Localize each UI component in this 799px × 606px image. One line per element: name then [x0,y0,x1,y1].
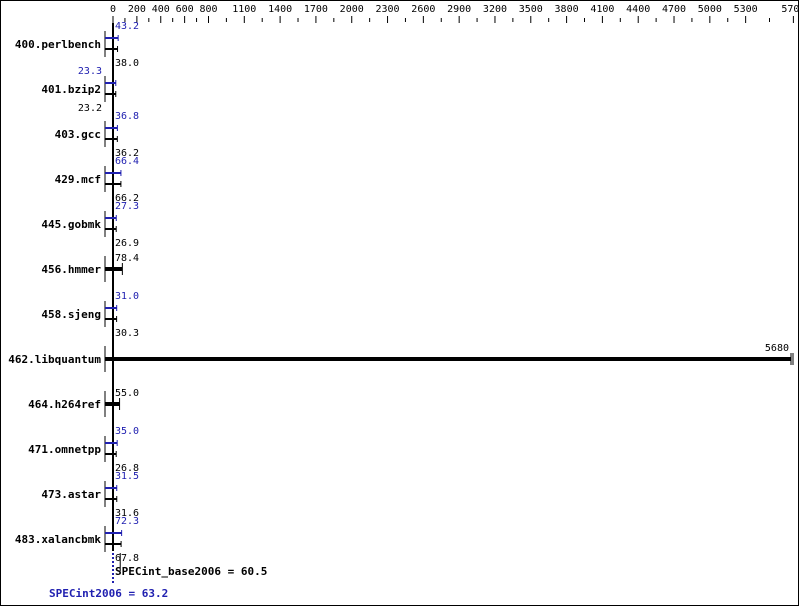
base-value-label: 26.9 [115,238,139,249]
tick-label: 2600 [411,4,435,15]
category-label: 401.bzip2 [41,83,101,96]
peak-bar [105,37,119,39]
peak-value-label: 35.0 [115,426,139,437]
peak-summary-label: SPECint2006 = 63.2 [49,587,168,600]
base-value-label: 55.0 [115,388,139,399]
peak-value-label: 36.8 [115,111,139,122]
peak-bar [105,217,117,219]
peak-bar [105,172,121,174]
peak-value-label: 23.3 [78,66,102,77]
tick-label: 0 [110,4,116,15]
base-bar [105,93,116,95]
tick-label: 600 [176,4,194,15]
category-label: 483.xalancbmk [15,533,101,546]
category-label: 400.perlbench [15,38,101,51]
base-bar [105,228,117,230]
category-label: 464.h264ref [28,398,101,411]
peak-value-label: 31.5 [115,471,139,482]
peak-value-label: 31.0 [115,291,139,302]
base-value-label: 67.8 [115,553,139,564]
category-label: 445.gobmk [41,218,101,231]
base-value-label: 78.4 [115,253,139,264]
peak-value-label: 43.2 [115,21,139,32]
tick-label: 3200 [483,4,507,15]
category-label: 462.libquantum [8,353,101,366]
base-value-label: 31.6 [115,508,139,519]
base-bar [105,543,122,545]
tick-label: 4100 [590,4,614,15]
tick-label: 1400 [268,4,292,15]
base-summary-label: SPECint_base2006 = 60.5 [115,565,267,578]
base-value-label: 30.3 [115,328,139,339]
tick-label: 200 [128,4,146,15]
peak-bar [105,307,117,309]
tick-label: 1700 [304,4,328,15]
tick-label: 2000 [340,4,364,15]
base-bar [105,48,118,50]
peak-bar [105,127,118,129]
category-label: 458.sjeng [41,308,101,321]
peak-bar [105,487,117,489]
base-bar [105,402,120,406]
category-label: 456.hmmer [41,263,101,276]
peak-value-label: 72.3 [115,516,139,527]
base-value-label: 26.8 [115,463,139,474]
base-bar [105,498,117,500]
base-bar [105,267,123,271]
category-label: 471.omnetpp [28,443,101,456]
tick-label: 400 [152,4,170,15]
tick-label: 1100 [232,4,256,15]
tick-label: 5300 [734,4,758,15]
tick-label: 3800 [555,4,579,15]
category-label: 473.astar [41,488,101,501]
base-value-label: 23.2 [78,103,102,114]
tick-label: 2900 [447,4,471,15]
base-bar [105,183,121,185]
category-label: 403.gcc [55,128,101,141]
peak-bar [105,532,122,534]
category-label: 429.mcf [55,173,101,186]
base-value-label: 5680 [765,343,789,354]
tick-label: 3500 [519,4,543,15]
peak-value-label: 66.4 [115,156,139,167]
base-bar [105,357,791,361]
tick-label: 800 [199,4,217,15]
peak-bar [105,442,118,444]
base-value-label: 66.2 [115,193,139,204]
tick-label: 5700 [781,4,798,15]
tick-label: 5000 [698,4,722,15]
base-bar [105,318,117,320]
tick-label: 4700 [662,4,686,15]
base-value-label: 38.0 [115,58,139,69]
peak-bar [105,82,116,84]
base-bar [105,138,118,140]
tick-label: 4400 [626,4,650,15]
base-bar [105,453,117,455]
base-value-label: 36.2 [115,148,139,159]
tick-label: 2300 [375,4,399,15]
peak-value-label: 27.3 [115,201,139,212]
